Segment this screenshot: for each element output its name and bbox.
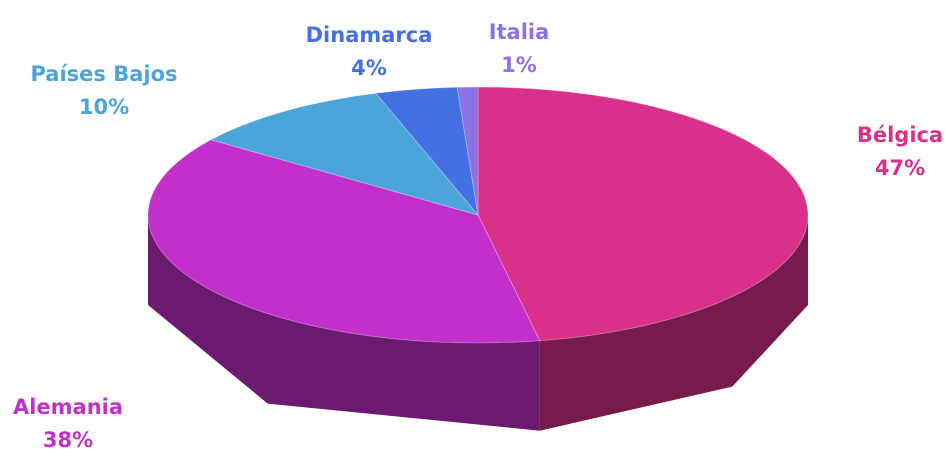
slice-value-label: 1% [501,53,537,77]
slice-label: Italia [489,20,550,44]
slice [209,92,480,216]
slice-label: Bélgica [857,123,943,147]
slice-value-label: 38% [43,428,93,452]
slice [147,139,541,344]
slice-label: Alemania [13,395,123,419]
slice-value-label: 10% [79,95,129,119]
slice [477,86,809,342]
slice-value-label: 47% [875,156,925,180]
slice-label: Países Bajos [30,62,177,86]
slice-label: Dinamarca [306,23,433,47]
slice-value-label: 4% [351,56,387,80]
slice [456,86,479,216]
slice-side [148,215,540,431]
slice-side [539,215,808,431]
slice [375,86,479,217]
